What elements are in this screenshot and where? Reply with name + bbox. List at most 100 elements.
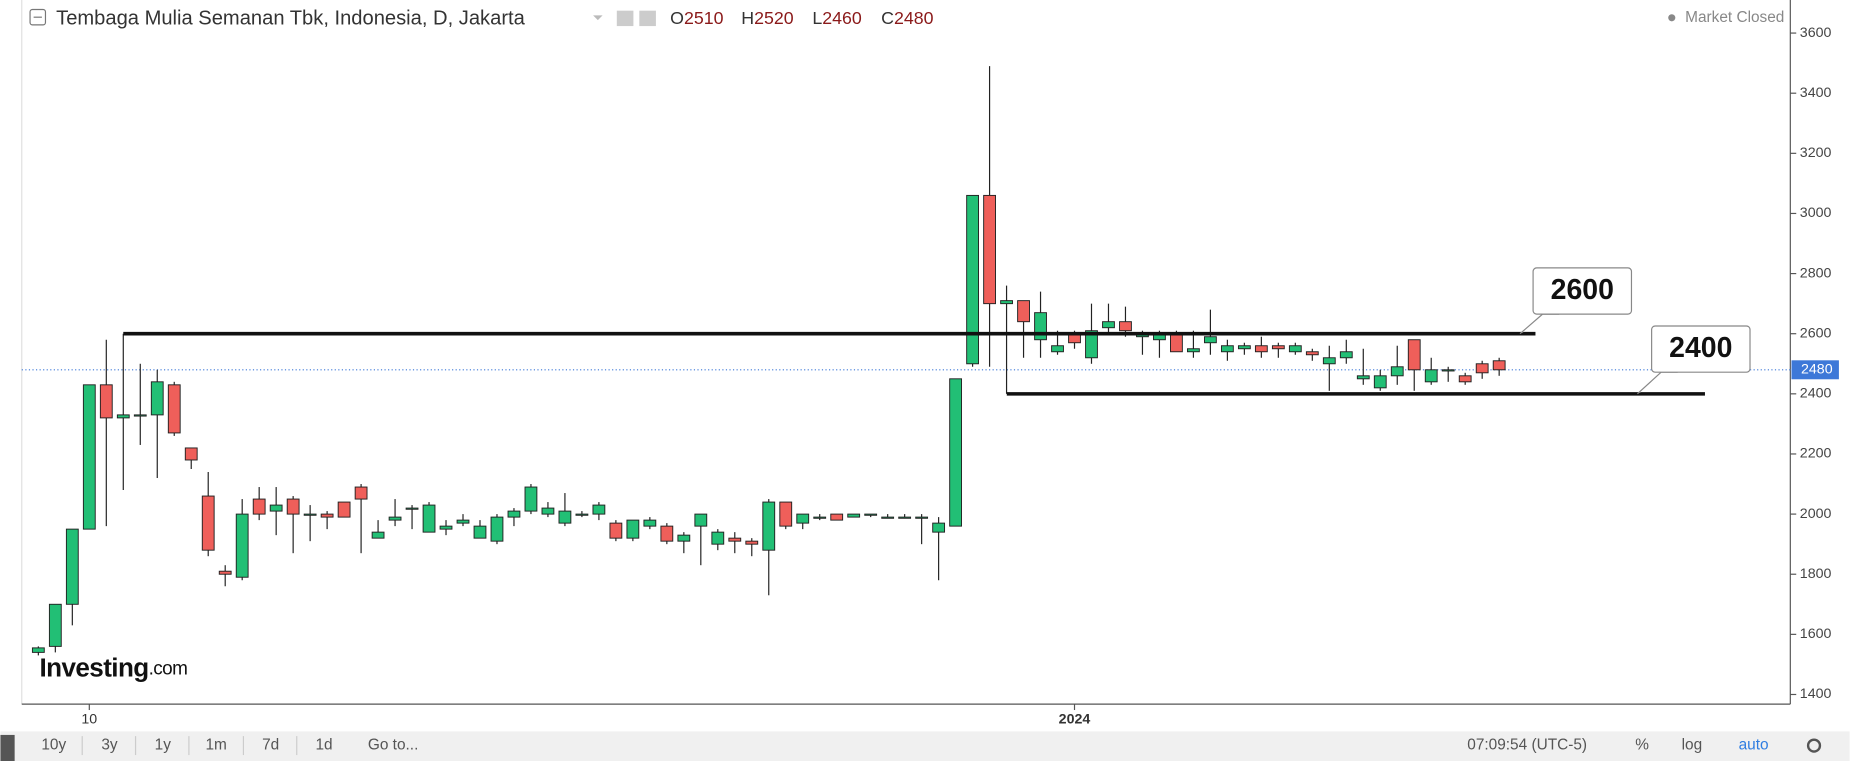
- candle-body: [320, 513, 334, 518]
- ohlc-item: O2510: [670, 8, 723, 28]
- candle-body: [1339, 351, 1353, 359]
- candle-body: [1085, 330, 1098, 359]
- candle-body: [1187, 348, 1200, 353]
- candle-body: [1322, 357, 1336, 365]
- y-tick-label: 2800: [1800, 265, 1832, 281]
- ohlc-key: L: [812, 8, 822, 28]
- callout-label: 2600: [1551, 274, 1614, 306]
- candle-body: [337, 501, 351, 518]
- ohlc-item: C2480: [881, 8, 933, 28]
- candle-body: [252, 498, 266, 515]
- ohlc-value: 2520: [754, 8, 794, 28]
- candle-body: [711, 531, 725, 545]
- x-tick-label: 2024: [1059, 711, 1091, 727]
- logo: Investing.com: [40, 653, 188, 683]
- candle-body: [915, 516, 929, 519]
- candle-body: [745, 540, 759, 545]
- candle-body: [1237, 345, 1251, 350]
- log-button[interactable]: log: [1682, 737, 1703, 754]
- candle-body: [1254, 345, 1268, 353]
- candle-body: [99, 384, 113, 419]
- callout-label: 2400: [1669, 332, 1732, 364]
- range-button[interactable]: 3y: [101, 737, 118, 754]
- candle-body: [116, 414, 130, 419]
- ohlc-key: O: [670, 8, 684, 28]
- range-button[interactable]: 10y: [41, 737, 66, 754]
- range-button[interactable]: 1y: [155, 737, 172, 754]
- candle-body: [439, 525, 453, 530]
- goto-button[interactable]: Go to...: [368, 737, 418, 754]
- candle-body: [1288, 345, 1302, 353]
- collapse-icon[interactable]: [29, 8, 47, 26]
- y-tick-label: 2400: [1800, 386, 1832, 402]
- candle-body: [813, 516, 827, 519]
- candle-body: [626, 519, 640, 539]
- candle-body: [371, 531, 385, 539]
- range-button[interactable]: 1d: [315, 737, 332, 754]
- icon-settings[interactable]: [639, 10, 656, 27]
- candle-body: [1458, 375, 1472, 383]
- dropdown[interactable]: [593, 15, 603, 21]
- candle-body: [898, 516, 912, 519]
- y-tick-label: 1800: [1800, 566, 1832, 582]
- candle-body: [218, 570, 232, 575]
- candle-body: [490, 516, 504, 542]
- ohlc-item: H2520: [741, 8, 793, 28]
- candle-body: [1017, 300, 1030, 323]
- candle-body: [524, 486, 538, 512]
- candle-body: [966, 194, 979, 365]
- candle-body: [1170, 333, 1183, 353]
- ohlc-value: 2480: [894, 8, 934, 28]
- candle-body: [1390, 366, 1404, 377]
- range-button[interactable]: 1m: [205, 737, 226, 754]
- candle-body: [1203, 336, 1217, 344]
- y-tick-label: 3200: [1800, 145, 1832, 161]
- candle-body: [1220, 345, 1234, 353]
- logo-suffix: .com: [149, 659, 188, 680]
- candle-body: [694, 513, 708, 527]
- ohlc-item: L2460: [812, 8, 862, 28]
- candle-body: [864, 513, 878, 516]
- range-button[interactable]: 7d: [262, 737, 279, 754]
- candle-body: [405, 507, 419, 510]
- callout-box: [1651, 325, 1751, 373]
- candle-body: [184, 447, 198, 461]
- candle-body: [456, 519, 470, 524]
- last-price-label: 2480: [1801, 362, 1833, 378]
- candle-body: [1492, 360, 1506, 371]
- toolbar: [0, 731, 1850, 761]
- candle-body: [1000, 300, 1013, 305]
- candle-body: [1407, 339, 1421, 371]
- icon-eye[interactable]: [616, 10, 634, 27]
- candle-body: [507, 510, 521, 518]
- candle-body: [422, 504, 436, 533]
- y-tick-label: 3600: [1800, 25, 1832, 41]
- candle-body: [847, 513, 861, 518]
- y-tick-label: 1600: [1800, 626, 1832, 642]
- y-tick-label: 3000: [1800, 205, 1832, 221]
- settings-gear[interactable]: [1806, 738, 1822, 753]
- candle-body: [609, 522, 623, 539]
- auto-button[interactable]: auto: [1739, 737, 1769, 754]
- candle-body: [881, 516, 895, 519]
- candle-body: [1102, 321, 1115, 329]
- ohlc-header: O2510 H2520 L2460 C2480: [670, 8, 933, 28]
- candle-body: [1441, 369, 1455, 372]
- candle-body: [303, 513, 317, 516]
- y-tick-label: 1400: [1800, 686, 1832, 702]
- candle-body: [830, 513, 844, 521]
- candle-body: [286, 498, 300, 515]
- candle-body: [31, 647, 45, 653]
- candle-body: [48, 603, 62, 647]
- toolbar-buttons: 10y 3y 1y 1m 7d 1d Go to...: [41, 736, 418, 756]
- candle-body: [1305, 351, 1319, 356]
- percent-button[interactable]: %: [1635, 737, 1649, 754]
- x-tick-label: 10: [81, 711, 97, 727]
- candle-body: [660, 525, 674, 542]
- candle-body: [133, 414, 147, 417]
- candle-body: [779, 501, 793, 527]
- candle-body: [388, 516, 402, 521]
- logo-name: Investing: [40, 653, 149, 683]
- ohlc-value: 2510: [684, 8, 724, 28]
